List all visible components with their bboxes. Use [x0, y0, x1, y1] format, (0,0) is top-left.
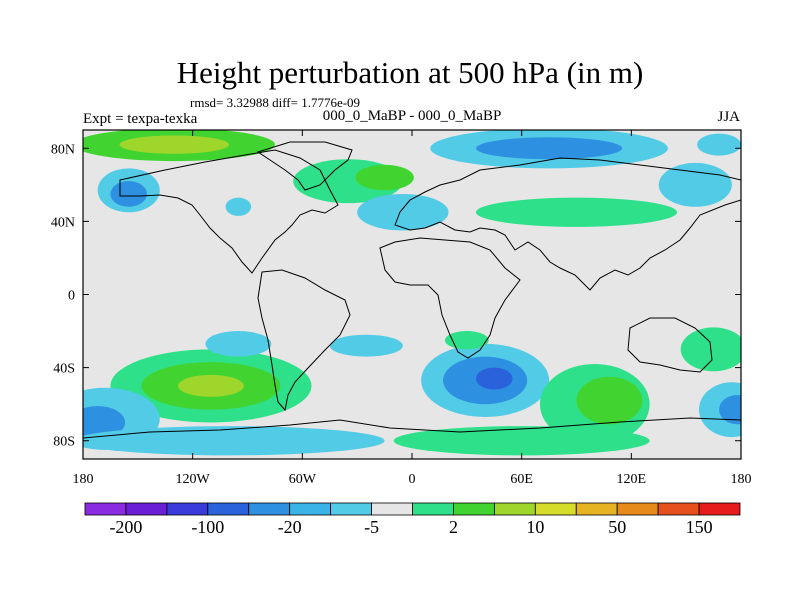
colorbar-swatch [616, 502, 659, 516]
colorbar-label: 50 [608, 517, 626, 537]
lat-tick-label: 40N [51, 215, 75, 230]
season-label: JJA [717, 109, 740, 125]
coastline-antarctica [83, 417, 741, 439]
colorbar-swatch [575, 502, 618, 516]
colorbar-swatch [412, 502, 454, 516]
anomaly-patch [444, 331, 489, 350]
coastlines [83, 141, 741, 439]
colorbar-label: 10 [526, 517, 544, 537]
colorbar-label: 2 [449, 517, 458, 537]
colorbar-label: 150 [686, 517, 713, 537]
lon-tick-label: 120W [176, 472, 211, 487]
experiment-label: Expt = texpa-texka [83, 111, 198, 127]
page-title: Height perturbation at 500 hPa (in m) [177, 55, 644, 90]
colorbar-swatch [248, 502, 291, 516]
anomaly-patch [83, 405, 126, 439]
anomaly-patch [225, 197, 252, 216]
longitude-axis: 180 120W 60W 0 60E 120E 180 [73, 130, 752, 487]
anomaly-patch [658, 162, 732, 207]
lon-tick-label: 180 [73, 472, 94, 487]
colorbar-swatch [371, 502, 413, 516]
anomaly-patch [576, 376, 643, 425]
lat-tick-label: 80N [51, 142, 75, 157]
anomaly-patch [475, 197, 678, 227]
anomaly-patch [119, 135, 230, 154]
lon-tick-label: 0 [409, 472, 416, 487]
anomaly-patch [680, 327, 741, 372]
colorbar-swatch [166, 502, 209, 516]
anomaly-patch [355, 164, 414, 191]
lat-tick-label: 80S [53, 435, 75, 450]
colorbar-swatch [493, 502, 536, 516]
colorbar-label: -200 [109, 517, 142, 537]
latitude-axis: 80N 40N 0 40S 80S [51, 142, 741, 450]
stats-text: rmsd= 3.32988 diff= 1.7776e-09 [190, 95, 360, 110]
colorbar-swatch [207, 502, 250, 516]
anomaly-patch [178, 374, 244, 397]
anomaly-patch [475, 137, 623, 160]
colorbar-swatch [534, 502, 577, 516]
coastline-north-america [119, 149, 339, 274]
colorbar-swatch [125, 502, 168, 516]
colorbar-swatch [330, 502, 372, 516]
coastline-australia [627, 317, 713, 373]
anomaly-patch [205, 331, 272, 357]
lat-tick-label: 40S [53, 362, 75, 377]
anomaly-patch [83, 426, 385, 456]
colorbar-swatch [698, 502, 741, 516]
anomaly-patch [393, 426, 650, 456]
colorbar-label: -20 [278, 517, 302, 537]
anomaly-patch [110, 181, 147, 207]
colorbar-swatch [84, 502, 127, 516]
coastline-africa [379, 237, 521, 359]
lon-tick-label: 180 [731, 472, 752, 487]
lon-tick-label: 60E [510, 472, 533, 487]
anomaly-patch [475, 367, 513, 390]
anomaly-patch [329, 334, 403, 357]
coastline-greenland [256, 141, 353, 191]
anomaly-patch [357, 193, 449, 231]
case-label: 000_0_MaBP - 000_0_MaBP [323, 108, 502, 124]
anomaly-patch [697, 133, 741, 156]
colorbar-label: -5 [364, 517, 379, 537]
colorbar-swatch [453, 502, 495, 516]
colorbar-label: -100 [191, 517, 224, 537]
anomaly-patch [719, 395, 741, 425]
coastline-eurasia [394, 157, 741, 291]
colorbar: -200 -100 -20 -5 2 10 50 150 [84, 502, 741, 537]
colorbar-swatch [657, 502, 700, 516]
lat-tick-label: 0 [68, 289, 75, 304]
coastline-south-america [257, 269, 351, 412]
colorbar-swatch [289, 502, 332, 516]
lon-tick-label: 120E [617, 472, 647, 487]
lon-tick-label: 60W [289, 472, 317, 487]
map-panel [82, 129, 742, 460]
